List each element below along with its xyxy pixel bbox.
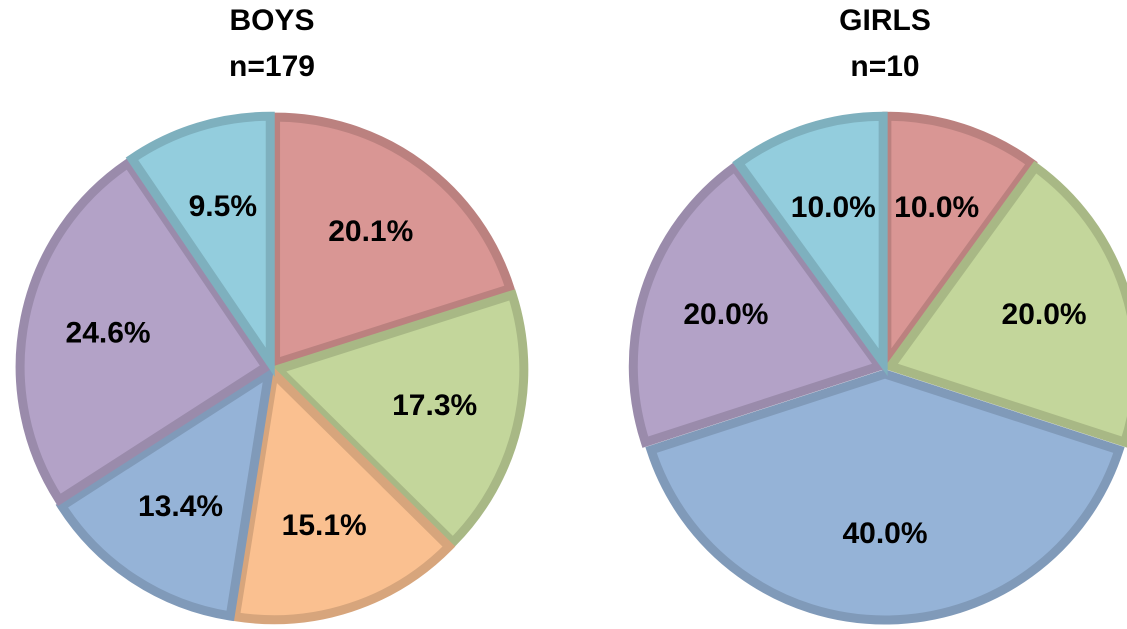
pie-slice xyxy=(271,112,516,370)
pie-slice xyxy=(628,160,887,448)
pie-slice xyxy=(125,111,275,377)
chart-title: GIRLS xyxy=(839,4,931,37)
data-label: 20.1% xyxy=(328,215,413,248)
pie-slice xyxy=(732,111,888,377)
data-label: 13.4% xyxy=(138,490,223,523)
data-label: 17.3% xyxy=(392,389,477,422)
data-label: 20.0% xyxy=(683,298,768,331)
data-label: 20.0% xyxy=(1002,298,1087,331)
pie-slice xyxy=(883,160,1127,448)
pie-slice xyxy=(269,289,529,549)
chart-title: BOYS xyxy=(229,4,314,37)
data-label: 10.0% xyxy=(791,191,876,224)
data-label: 9.5% xyxy=(189,190,257,223)
pie-slice xyxy=(230,364,456,625)
chart-subtitle: n=10 xyxy=(850,50,919,83)
pie-slice xyxy=(645,369,1125,625)
chart-subtitle: n=179 xyxy=(229,50,315,83)
data-label: 40.0% xyxy=(842,517,927,550)
data-label: 15.1% xyxy=(282,509,367,542)
data-label: 24.6% xyxy=(66,317,151,350)
data-label: 10.0% xyxy=(894,191,979,224)
pie-slice xyxy=(15,157,273,507)
pie-slice xyxy=(55,363,275,622)
pie-slice xyxy=(882,111,1038,377)
